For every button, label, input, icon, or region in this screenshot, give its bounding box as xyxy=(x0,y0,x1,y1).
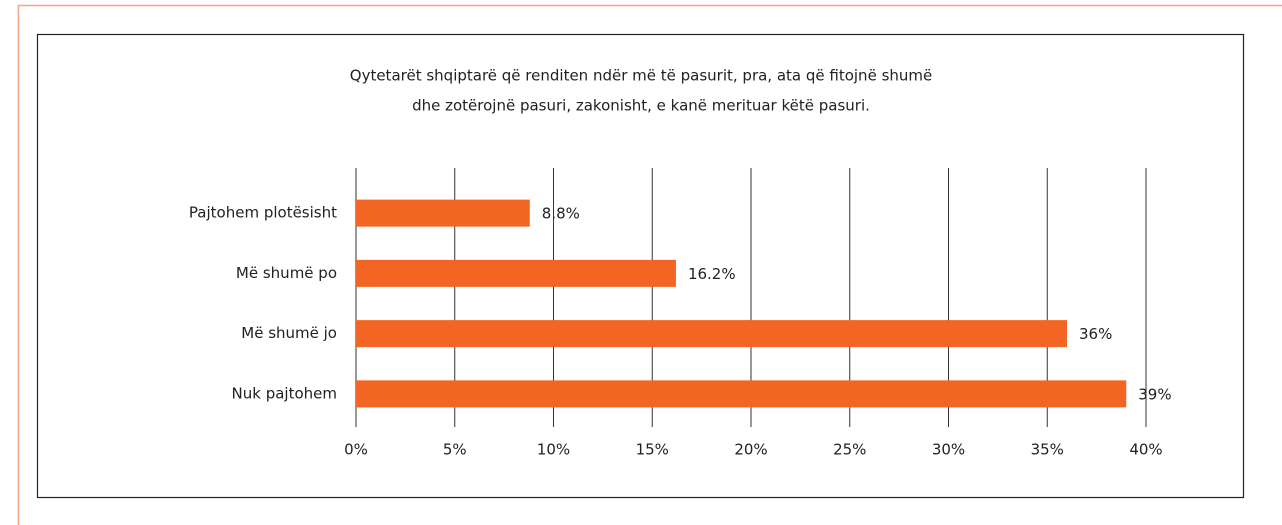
x-tick-label: 15% xyxy=(636,441,669,459)
y-tick-label: Më shumë po xyxy=(236,264,337,282)
x-tick-label: 25% xyxy=(833,441,866,459)
x-tick-label: 40% xyxy=(1129,441,1162,459)
data-label: 36% xyxy=(1079,325,1112,343)
x-tick-label: 10% xyxy=(537,441,570,459)
chart-frame xyxy=(36,33,1245,499)
bar xyxy=(356,320,1067,348)
x-tick-label: 5% xyxy=(443,441,467,459)
y-tick-label: Më shumë jo xyxy=(241,324,337,342)
bar xyxy=(356,199,530,227)
x-tick-label: 0% xyxy=(344,441,368,459)
data-label: 39% xyxy=(1138,385,1171,403)
data-label: 8.8% xyxy=(542,205,580,223)
y-tick-label: Nuk pajtohem xyxy=(232,384,337,402)
page-border xyxy=(17,4,1282,525)
x-tick-label: 20% xyxy=(734,441,767,459)
x-tick-label: 30% xyxy=(932,441,965,459)
bar xyxy=(356,259,676,287)
chart-title: Qytetarët shqiptarë që renditen ndër më … xyxy=(350,67,932,85)
y-tick-label: Pajtohem plotësisht xyxy=(189,204,337,222)
data-label: 16.2% xyxy=(688,265,736,283)
x-tick-label: 35% xyxy=(1031,441,1064,459)
chart-title: dhe zotërojnë pasuri, zakonisht, e kanë … xyxy=(412,97,870,115)
bar xyxy=(356,380,1127,408)
